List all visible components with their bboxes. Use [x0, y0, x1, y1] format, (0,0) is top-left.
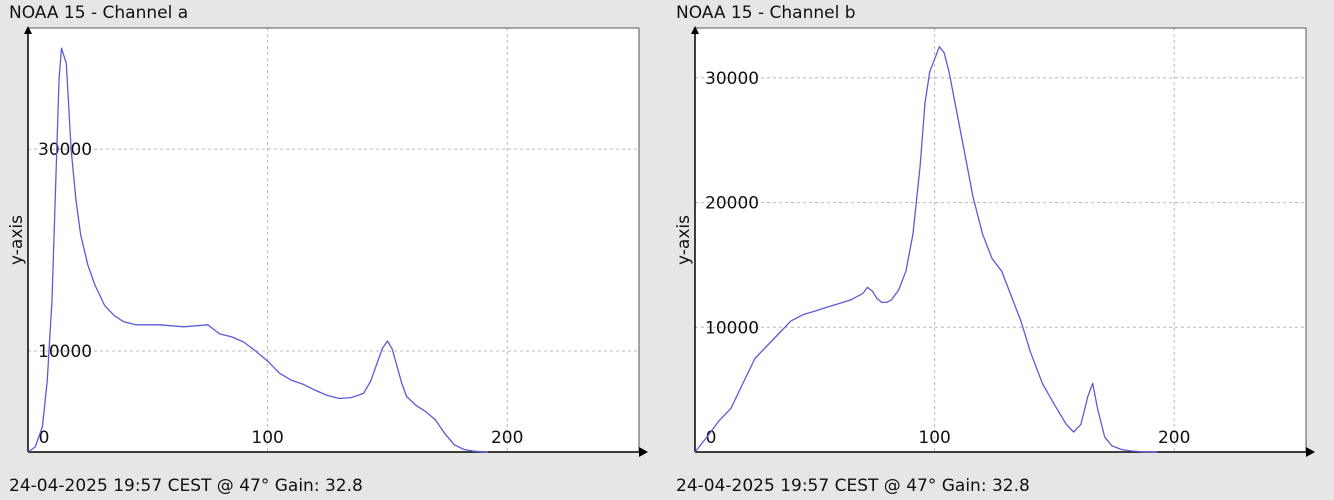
x-axis-arrow — [639, 447, 648, 457]
series-line — [694, 46, 1158, 453]
y-tick-label: 10000 — [38, 342, 92, 362]
panel-channel-a: NOAA 15 - Channel a 0 100 200 10000 30000 y-a… — [7, 3, 648, 496]
y-tick-label: 20000 — [705, 194, 759, 214]
x-tick-label: 200 — [491, 428, 523, 448]
y-axis-arrow — [691, 26, 699, 34]
y-axis-arrow — [24, 26, 32, 34]
timestamp-footer: 24-04-2025 19:57 CEST @ 47° Gain: 32.8 — [676, 476, 1030, 496]
y-axis-label: y-axis — [7, 215, 27, 265]
plot-area — [695, 28, 1306, 452]
chart-title: NOAA 15 - Channel a — [9, 3, 189, 23]
x-tick-label: 100 — [251, 428, 283, 448]
timestamp-footer: 24-04-2025 19:57 CEST @ 47° Gain: 32.8 — [9, 476, 363, 496]
panel-channel-b: NOAA 15 - Channel b 0 100 200 10000 20000 300… — [667, 0, 1334, 500]
chart-title: NOAA 15 - Channel b — [676, 3, 856, 23]
x-axis-arrow — [1306, 447, 1315, 457]
y-axis-label: y-axis — [674, 215, 694, 265]
y-tick-label: 30000 — [38, 140, 92, 160]
plot-area — [28, 28, 639, 452]
y-tick-label: 10000 — [705, 318, 759, 338]
x-tick-label: 100 — [918, 428, 950, 448]
x-tick-label: 0 — [39, 428, 50, 448]
series-line — [27, 47, 489, 453]
chart-b-plot: 0 100 200 10000 20000 30000 y-axis — [674, 26, 1315, 457]
chart-a-plot: 0 100 200 10000 30000 y-axis — [7, 26, 648, 457]
x-tick-label: 0 — [706, 428, 717, 448]
y-tick-label: 30000 — [705, 69, 759, 89]
x-tick-label: 200 — [1158, 428, 1190, 448]
